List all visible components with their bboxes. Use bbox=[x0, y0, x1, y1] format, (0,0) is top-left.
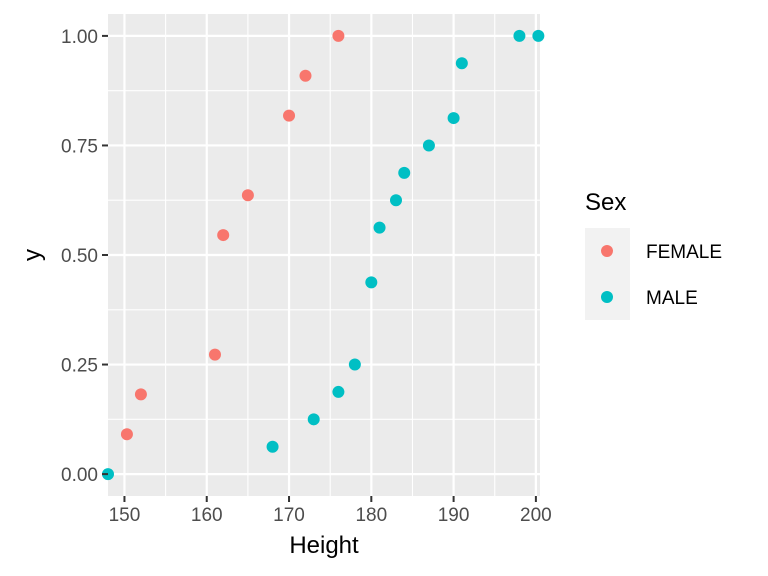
legend-title: Sex bbox=[585, 189, 626, 216]
x-tick-label: 200 bbox=[520, 505, 552, 526]
y-tick-label: 1.00 bbox=[61, 27, 98, 48]
x-tick-label: 170 bbox=[273, 505, 305, 526]
point-male bbox=[532, 29, 545, 42]
point-male bbox=[390, 194, 402, 207]
legend: Sex FEMALE MALE bbox=[585, 189, 722, 320]
y-tick-label: 0.00 bbox=[61, 465, 98, 486]
point-male bbox=[373, 221, 386, 234]
point-male bbox=[455, 57, 468, 70]
x-tick-label: 160 bbox=[191, 505, 223, 526]
legend-key-background bbox=[585, 228, 630, 320]
point-male bbox=[266, 440, 279, 453]
y-axis-label: y bbox=[19, 249, 46, 261]
point-male bbox=[422, 139, 435, 152]
point-female bbox=[208, 348, 221, 361]
y-axis: 0.00 0.25 0.50 0.75 1.00 bbox=[61, 27, 108, 486]
point-male bbox=[513, 29, 526, 42]
point-male bbox=[307, 413, 320, 426]
data-points bbox=[102, 29, 545, 481]
point-male bbox=[447, 112, 460, 125]
y-tick-label: 0.25 bbox=[61, 356, 98, 377]
point-female bbox=[134, 388, 147, 401]
point-female bbox=[283, 109, 296, 122]
point-male bbox=[332, 385, 345, 398]
x-axis-label: Height bbox=[289, 532, 359, 559]
x-tick-label: 190 bbox=[438, 505, 470, 526]
point-female bbox=[217, 229, 230, 242]
y-tick-label: 0.75 bbox=[61, 136, 98, 157]
legend-key-female bbox=[601, 245, 613, 257]
point-female bbox=[299, 69, 312, 82]
legend-label-male: MALE bbox=[646, 288, 698, 309]
y-tick-label: 0.50 bbox=[61, 246, 98, 267]
legend-key-male bbox=[601, 291, 613, 303]
grid-major bbox=[108, 14, 540, 496]
point-male bbox=[348, 358, 361, 371]
point-male bbox=[398, 166, 411, 179]
point-female bbox=[332, 29, 345, 42]
x-axis: 150 160 170 180 190 200 bbox=[109, 496, 552, 526]
legend-label-female: FEMALE bbox=[646, 242, 722, 263]
x-tick-label: 180 bbox=[355, 505, 387, 526]
point-male bbox=[365, 276, 378, 289]
x-tick-label: 150 bbox=[109, 505, 141, 526]
point-female bbox=[120, 428, 133, 441]
point-female bbox=[241, 189, 254, 202]
